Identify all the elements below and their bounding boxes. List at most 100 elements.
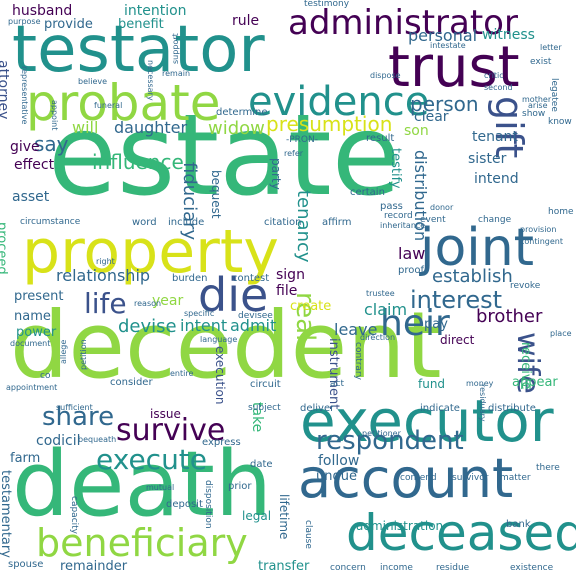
word-provision: provision [520,225,557,234]
word-issue: issue [150,407,181,421]
word-account: account [298,447,514,510]
word-power: power [16,325,57,340]
word-testamentary: testamentary [0,470,13,558]
word-intent: intent [180,316,228,335]
word-claim: claim [364,300,408,319]
word-son: son [404,123,429,139]
word-remainder: remainder [60,559,128,574]
word-specific: specific [184,309,215,318]
word-undue: undue [316,469,357,484]
word-exist: exist [530,57,552,67]
word-deliver: deliver [300,403,335,414]
word-prior: prior [228,481,252,492]
word-date: date [250,459,273,470]
word-dispose: dispose [370,71,401,80]
word-concern: concern [330,563,366,573]
word-rule: rule [232,13,260,29]
word-pay: pay [424,317,448,332]
word-deceased: deceased [346,504,576,562]
word-document: document [10,339,51,348]
word-estate: estate [48,91,401,221]
word-include: include [168,217,205,228]
word-purpose: purpose [8,17,41,26]
word-gift: gift [487,96,531,159]
word-bank: bank [506,519,531,530]
word-subject: subject [248,403,281,413]
word-present: present [14,289,64,304]
word-will: will [72,118,99,137]
word-contest: contest [232,273,270,284]
word-interest: interest [410,286,503,314]
word-bequeath: bequeath [78,435,117,444]
word-brother: brother [476,306,543,327]
word-petitioner: petitioner [362,429,401,438]
word-distribute: distribute [488,403,536,414]
word-arise: arise [528,101,548,110]
word-party: party [269,158,283,190]
word-consider: consider [110,377,153,388]
word-create: create [290,299,332,314]
word-circuit: circuit [250,379,281,390]
word-life: life [84,287,127,320]
word-donor: donor [430,203,454,212]
word-refer: refer [284,149,304,158]
word-provide: provide [44,17,93,32]
word-survivor: survivor [452,473,489,483]
word-asset: asset [12,189,50,205]
word-contrary: contrary [353,342,363,380]
word-testator: testator [12,13,265,87]
word-contingent: contingent [520,237,563,246]
word-joint: joint [420,218,535,278]
word-critic: critic [484,71,504,80]
word-pron: -PRON- [286,135,318,145]
word-event: event [420,215,446,225]
word-contend: contend [400,473,437,483]
word-execute: execute [96,443,208,476]
word-indicate: indicate [420,403,460,414]
word-trust: trust [388,35,520,100]
word-decedent: decedent [10,292,442,399]
word-word: word [132,217,157,228]
word-trustee: trustee [366,289,395,298]
word-leave: leave [334,320,378,339]
word-effect: effect [14,157,55,173]
word-show: show [522,109,546,119]
word-capacity: capacity [69,496,79,534]
word-establish: establish [432,266,513,287]
word-inheritance: inheritance [380,221,426,230]
word-spouse: spouse [8,559,44,570]
word-affirm: affirm [322,217,352,228]
word-heir: heir [380,303,450,344]
word-respondent: respondent [316,426,464,456]
word-farm: farm [10,451,41,466]
word-bequest: bequest [209,170,223,219]
word-give: give [10,139,40,155]
word-circumstance: circumstance [20,217,81,227]
word-evidence: evidence [248,79,430,125]
word-intend: intend [474,171,519,187]
word-sister: sister [468,151,507,167]
word-entire: entire [170,369,194,378]
word-attorney: attorney [0,60,11,120]
word-tenant: tenant [472,129,518,145]
word-appoint: appoint [50,100,59,131]
word-home: home [548,207,574,217]
word-second: second [484,83,513,92]
word-pass: pass [380,201,403,212]
word-personal: personal [408,26,478,45]
word-legal: legal [242,509,272,523]
word-survive: survive [116,413,226,448]
word-property: property [22,217,279,287]
word-death: death [12,432,272,537]
word-money: money [466,379,494,388]
word-relationship: relationship [56,266,151,285]
word-disposition: disposition [203,480,213,529]
word-instrument: instrument [326,338,341,410]
word-language: language [200,335,238,344]
word-say: say [34,132,69,156]
word-witness: witness [482,27,535,43]
word-revoke: revoke [510,281,541,291]
word-lifetime: lifetime [277,494,291,540]
word-intestate: intestate [430,41,466,50]
word-funeral: funeral [94,101,123,110]
